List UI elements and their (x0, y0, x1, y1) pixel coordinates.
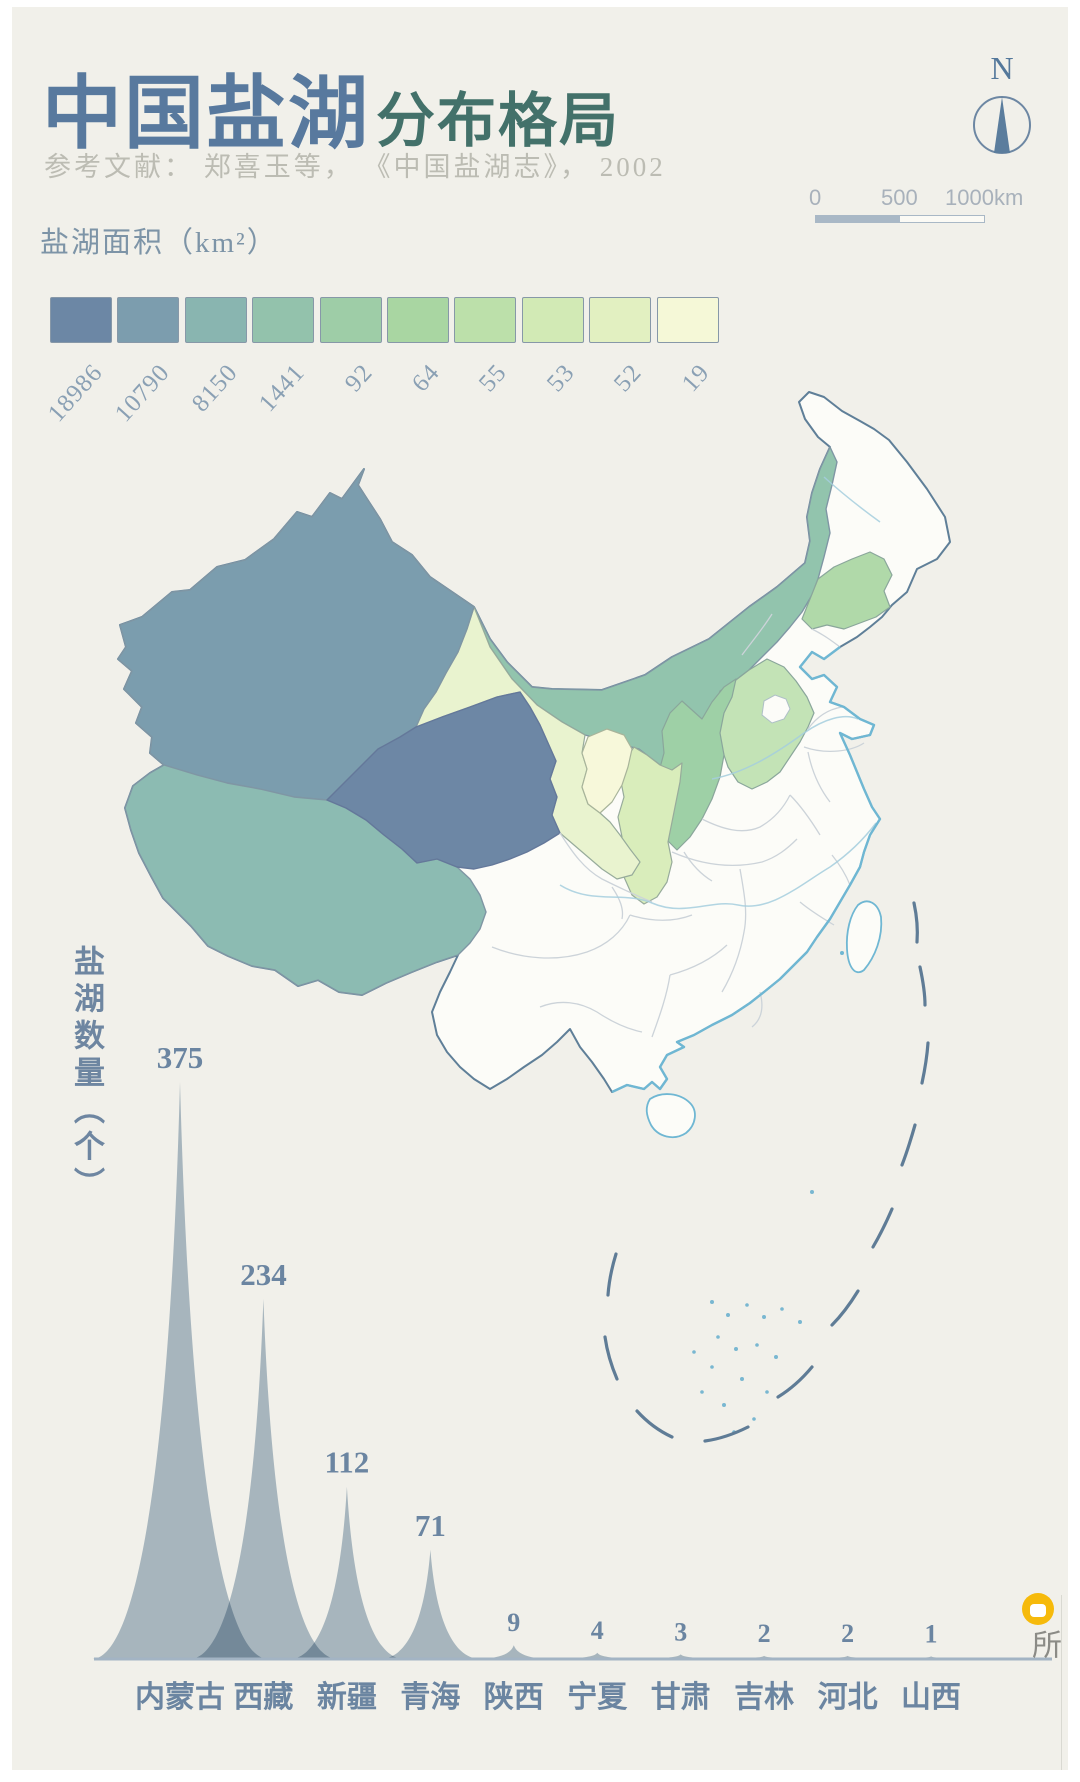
salt-lake-count-chart: 375 内蒙古 234 西藏 112 新疆 71 青海 9 陕西 4 宁夏 3 甘肃 2 吉林 2 河北 1 山西 (92, 1040, 1052, 1714)
spike-category-label: 甘肃 (651, 1681, 711, 1714)
scale-tick-500: 500 (881, 185, 918, 210)
spike (485, 1645, 543, 1659)
penghu-island (840, 951, 844, 955)
spike-value-label: 4 (591, 1616, 604, 1645)
province-ningxia (581, 728, 633, 814)
scale-tick-1000: 1000km (945, 185, 1024, 210)
spike-value-label: 234 (240, 1257, 287, 1292)
spike-value-label: 375 (157, 1040, 204, 1075)
spike-value-label: 71 (415, 1508, 446, 1543)
scale-bar-empty-segment (900, 215, 985, 223)
planet-logo-icon (1022, 1593, 1054, 1625)
spike (572, 1652, 623, 1659)
compass-n-label: N (990, 50, 1013, 86)
china-choropleth-map (117, 391, 951, 1443)
scale-bar-filled-segment (815, 215, 900, 223)
legend-title: 盐湖面积（km²） (40, 227, 278, 259)
spike-value-label: 112 (325, 1445, 370, 1480)
spike-value-label: 1 (925, 1619, 938, 1648)
spike-category-label: 内蒙古 (135, 1681, 225, 1714)
scale-tick-0: 0 (809, 185, 822, 210)
south-china-sea-islands (692, 1190, 814, 1434)
title-main: 中国盐湖 (42, 71, 370, 159)
province-inner-mongolia (473, 446, 838, 771)
compass: N (962, 47, 1042, 167)
logo-divider (1061, 1595, 1062, 1770)
rivers (559, 476, 881, 910)
spike (290, 1486, 403, 1659)
chart-y-axis-label: 盐湖数量（个） (69, 945, 104, 1204)
nine-dash-line (603, 901, 930, 1443)
beijing-hole (761, 694, 791, 724)
spike (382, 1549, 479, 1659)
taiwan-island (845, 900, 883, 974)
scale-bar: 0 500 1000km (805, 185, 1045, 231)
page-title: 中国盐湖 分布格局 (42, 49, 620, 165)
hainan-island (645, 1093, 696, 1139)
spike-value-label: 2 (758, 1619, 771, 1648)
institute-logo: 星球研究所 INSTITUTE FOR PLANETS (1014, 1583, 1068, 1770)
spike-category-label: 陕西 (484, 1681, 544, 1714)
compass-needle-icon (994, 97, 1010, 153)
spike-value-label: 9 (507, 1608, 520, 1637)
logo-chinese-name: 星球研究所 (1027, 1629, 1060, 1662)
province-qinghai (326, 691, 561, 870)
scale-bar-rule (815, 215, 985, 223)
spike-category-label: 宁夏 (567, 1680, 628, 1714)
spike (92, 1082, 268, 1659)
spike-category-label: 西藏 (233, 1681, 293, 1714)
province-jilin (801, 551, 893, 630)
reference-note: 参考文献： 郑喜玉等， 《中国盐湖志》， 2002 (44, 152, 666, 182)
logo-english-name: INSTITUTE FOR PLANETS (1065, 1595, 1068, 1770)
spike-category-label: 新疆 (317, 1681, 377, 1714)
interior-borders (491, 613, 865, 1038)
spike-category-label: 山西 (901, 1681, 961, 1714)
spike-category-label: 吉林 (734, 1681, 794, 1714)
spike-category-label: 河北 (818, 1681, 878, 1714)
spike-value-label: 2 (841, 1619, 854, 1648)
paper-background: 375 内蒙古 234 西藏 112 新疆 71 青海 9 陕西 4 宁夏 3 甘肃 2 吉林 2 河北 1 山西 中… (12, 7, 1068, 1770)
coastline (611, 646, 882, 1094)
spike (190, 1298, 337, 1659)
province-shanxi (657, 678, 737, 851)
spike-category-label: 青海 (400, 1681, 460, 1714)
title-sub: 分布格局 (376, 88, 621, 154)
spike-value-label: 3 (674, 1617, 687, 1646)
chart-labels: 375 内蒙古 234 西藏 112 新疆 71 青海 9 陕西 4 宁夏 3 甘肃 2 吉林 2 河北 1 山西 (135, 1040, 961, 1714)
spike-series (92, 1082, 953, 1659)
